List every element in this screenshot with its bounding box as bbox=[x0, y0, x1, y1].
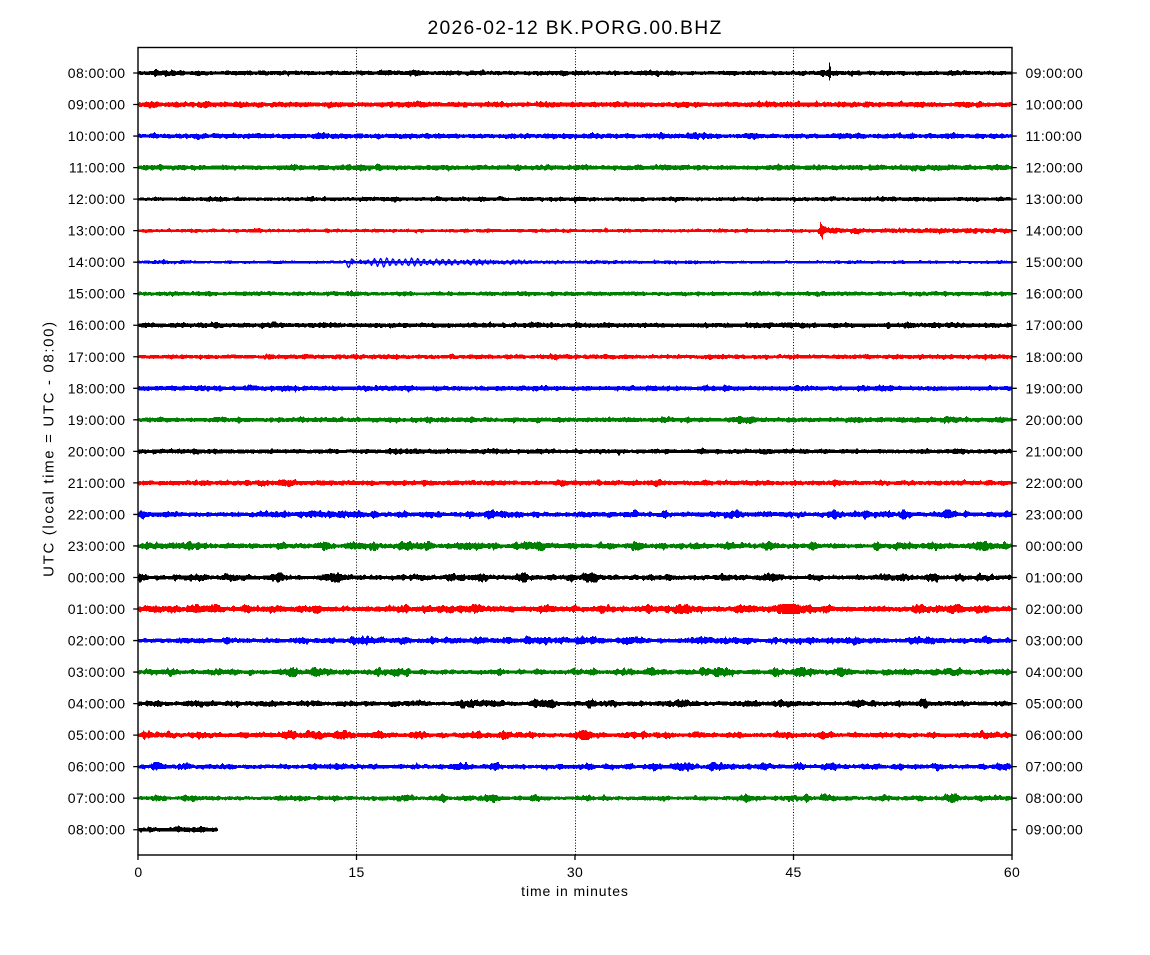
svg-text:14:00:00: 14:00:00 bbox=[1026, 223, 1084, 239]
svg-text:02:00:00: 02:00:00 bbox=[1026, 601, 1084, 617]
svg-text:09:00:00: 09:00:00 bbox=[68, 97, 126, 113]
svg-text:0: 0 bbox=[134, 864, 142, 880]
svg-text:05:00:00: 05:00:00 bbox=[1026, 696, 1084, 712]
svg-text:16:00:00: 16:00:00 bbox=[68, 317, 126, 333]
svg-text:17:00:00: 17:00:00 bbox=[68, 349, 126, 365]
svg-text:06:00:00: 06:00:00 bbox=[68, 759, 126, 775]
svg-text:05:00:00: 05:00:00 bbox=[68, 727, 126, 743]
svg-text:00:00:00: 00:00:00 bbox=[68, 569, 126, 585]
svg-text:08:00:00: 08:00:00 bbox=[1026, 790, 1084, 806]
svg-text:11:00:00: 11:00:00 bbox=[69, 160, 126, 176]
svg-text:06:00:00: 06:00:00 bbox=[1026, 727, 1084, 743]
svg-text:23:00:00: 23:00:00 bbox=[68, 538, 126, 554]
svg-text:10:00:00: 10:00:00 bbox=[68, 128, 126, 144]
svg-text:45: 45 bbox=[785, 864, 801, 880]
svg-text:01:00:00: 01:00:00 bbox=[1026, 569, 1084, 585]
svg-text:19:00:00: 19:00:00 bbox=[1026, 380, 1084, 396]
svg-text:12:00:00: 12:00:00 bbox=[68, 191, 126, 207]
svg-text:15:00:00: 15:00:00 bbox=[1026, 254, 1084, 270]
svg-text:60: 60 bbox=[1004, 864, 1020, 880]
svg-text:03:00:00: 03:00:00 bbox=[68, 664, 126, 680]
svg-text:09:00:00: 09:00:00 bbox=[1026, 822, 1084, 838]
svg-text:14:00:00: 14:00:00 bbox=[68, 254, 126, 270]
svg-text:04:00:00: 04:00:00 bbox=[68, 696, 126, 712]
svg-text:07:00:00: 07:00:00 bbox=[68, 790, 126, 806]
svg-text:07:00:00: 07:00:00 bbox=[1026, 759, 1084, 775]
svg-text:11:00:00: 11:00:00 bbox=[1026, 128, 1083, 144]
svg-text:21:00:00: 21:00:00 bbox=[1026, 443, 1084, 459]
svg-text:21:00:00: 21:00:00 bbox=[68, 475, 126, 491]
svg-text:08:00:00: 08:00:00 bbox=[68, 65, 126, 81]
svg-text:16:00:00: 16:00:00 bbox=[1026, 286, 1084, 302]
svg-text:15:00:00: 15:00:00 bbox=[68, 286, 126, 302]
svg-text:15: 15 bbox=[348, 864, 364, 880]
svg-text:13:00:00: 13:00:00 bbox=[1026, 191, 1084, 207]
svg-text:20:00:00: 20:00:00 bbox=[68, 443, 126, 459]
svg-text:10:00:00: 10:00:00 bbox=[1026, 97, 1084, 113]
svg-text:18:00:00: 18:00:00 bbox=[1026, 349, 1084, 365]
svg-text:30: 30 bbox=[567, 864, 583, 880]
svg-text:04:00:00: 04:00:00 bbox=[1026, 664, 1084, 680]
svg-text:2026-02-12 BK.PORG.00.BHZ: 2026-02-12 BK.PORG.00.BHZ bbox=[427, 18, 722, 39]
svg-text:19:00:00: 19:00:00 bbox=[68, 412, 126, 428]
svg-text:time in minutes: time in minutes bbox=[521, 883, 629, 899]
svg-text:UTC (local time = UTC - 08:00): UTC (local time = UTC - 08:00) bbox=[41, 320, 58, 577]
svg-text:13:00:00: 13:00:00 bbox=[68, 223, 126, 239]
svg-text:23:00:00: 23:00:00 bbox=[1026, 506, 1084, 522]
svg-text:03:00:00: 03:00:00 bbox=[1026, 633, 1084, 649]
svg-text:22:00:00: 22:00:00 bbox=[1026, 475, 1084, 491]
svg-text:01:00:00: 01:00:00 bbox=[68, 601, 126, 617]
svg-text:18:00:00: 18:00:00 bbox=[68, 380, 126, 396]
svg-text:17:00:00: 17:00:00 bbox=[1026, 317, 1084, 333]
svg-text:02:00:00: 02:00:00 bbox=[68, 633, 126, 649]
svg-text:20:00:00: 20:00:00 bbox=[1026, 412, 1084, 428]
svg-text:12:00:00: 12:00:00 bbox=[1026, 160, 1084, 176]
svg-text:09:00:00: 09:00:00 bbox=[1026, 65, 1084, 81]
svg-text:08:00:00: 08:00:00 bbox=[68, 822, 126, 838]
svg-text:00:00:00: 00:00:00 bbox=[1026, 538, 1084, 554]
svg-text:22:00:00: 22:00:00 bbox=[68, 506, 126, 522]
